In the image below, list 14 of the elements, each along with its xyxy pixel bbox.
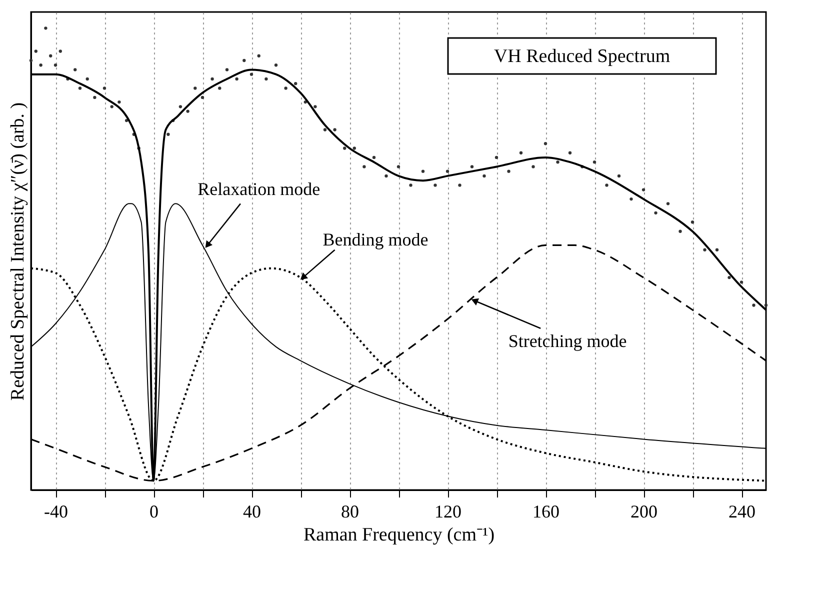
x-tick-label: -40 — [44, 502, 68, 522]
x-tick-label: 160 — [532, 502, 560, 522]
annotation: Bending mode — [322, 230, 428, 250]
annotation: VH Reduced Spectrum — [494, 46, 670, 67]
y-axis-title: Reduced Spectral Intensity χ″(ν̄) (arb. ) — [8, 102, 28, 401]
x-axis-title: Raman Frequency (cm⁻¹) — [303, 524, 495, 546]
x-tick-label: 0 — [150, 502, 158, 522]
x-tick-label: 120 — [434, 502, 462, 522]
annotation: Stretching mode — [508, 331, 627, 352]
annotation: Relaxation mode — [198, 178, 320, 199]
x-tick-label: 40 — [243, 502, 261, 522]
x-tick-label: 240 — [728, 502, 756, 522]
x-tick-label: 200 — [630, 502, 658, 522]
x-tick-label: 80 — [341, 502, 359, 522]
